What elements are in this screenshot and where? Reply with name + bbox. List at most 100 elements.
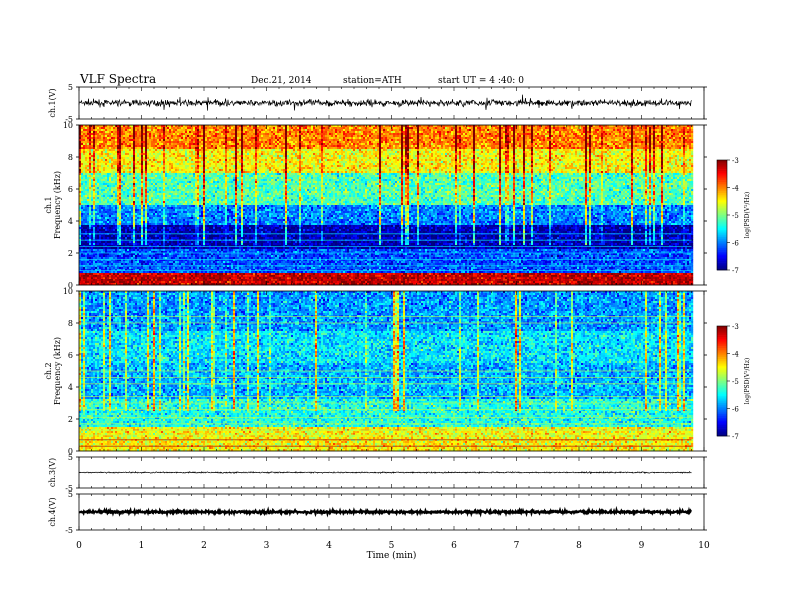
- ch1-spectrogram-cell: [107, 227, 109, 229]
- ch1-spectrogram-cell: [125, 191, 127, 193]
- ch1-spectrogram-cell: [81, 267, 83, 269]
- ch1-spectrogram-cell: [107, 127, 109, 129]
- ch1-spectrogram-cell: [85, 223, 87, 225]
- ch1-spectrogram-cell: [117, 159, 119, 161]
- ch1-spectrogram-cell: [107, 151, 109, 153]
- ch1-spectrogram-cell: [129, 225, 131, 227]
- ch1-spectrogram-cell: [81, 151, 83, 153]
- ch1-spectrogram-cell: [115, 167, 117, 169]
- ch1-spectrogram-cell: [93, 263, 95, 265]
- ch1-spectrogram-cell: [103, 177, 105, 179]
- ch1-spectrogram-cell: [93, 157, 95, 159]
- ch1-spectrogram-cell: [89, 205, 91, 207]
- ch1-spectrogram-cell: [103, 167, 105, 169]
- ch1-spectrogram-cell: [91, 157, 93, 159]
- ch1-spectrogram-cell: [113, 193, 115, 195]
- ch1-spectrogram-cell: [113, 219, 115, 221]
- ch1-spectrogram-cell: [123, 211, 125, 213]
- ch1-spectrogram-cell: [95, 267, 97, 269]
- ch1-spectrogram-cell: [85, 139, 87, 141]
- ch1-spectrogram-cell: [129, 177, 131, 179]
- ch1-spectrogram-cell: [83, 243, 85, 245]
- ch1-spectrogram-cell: [119, 187, 121, 189]
- ch1-spectrogram-cell: [121, 137, 123, 139]
- ch1-spectrogram-cell: [129, 241, 131, 243]
- ch1-spectrogram-cell: [105, 249, 107, 251]
- ch1-spectrogram-cell: [93, 131, 95, 133]
- ch1-spectrogram-cell: [83, 215, 85, 217]
- ch1-spectrogram-cell: [81, 159, 83, 161]
- ch1-spectrogram-cell: [103, 181, 105, 183]
- ch1-spectrogram-cell: [89, 263, 91, 265]
- ch1-spectrogram-cell: [91, 237, 93, 239]
- ch1-spectrogram-cell: [103, 173, 105, 175]
- ch1-spectrogram-cell: [85, 137, 87, 139]
- ch1-spectrogram-cell: [105, 143, 107, 145]
- ch1-spectrogram-cell: [93, 167, 95, 169]
- ch1-spectrogram-cell: [111, 243, 113, 245]
- ch1-spectrogram-cell: [119, 163, 121, 165]
- ch1-spectrogram-cell: [99, 157, 101, 159]
- ch1-spectrogram-cell: [89, 171, 91, 173]
- ch1-spectrogram-cell: [127, 149, 129, 151]
- ch1-spectrogram-cell: [101, 227, 103, 229]
- ch1-spectrogram-cell: [121, 273, 123, 275]
- ch1-spectrogram-cell: [119, 175, 121, 177]
- ch1-spectrogram-cell: [99, 173, 101, 175]
- ch1-spectrogram-cell: [117, 139, 119, 141]
- ch1-spectrogram-cell: [87, 171, 89, 173]
- ch1-spectrogram-cell: [111, 261, 113, 263]
- ch1-spectrogram-cell: [93, 145, 95, 147]
- ch1-spectrogram-cell: [91, 249, 93, 251]
- ch1-spectrogram-cell: [109, 177, 111, 179]
- ch1-spectrogram-cell: [127, 201, 129, 203]
- ch1-spectrogram-cell: [111, 179, 113, 181]
- ch1-spectrogram-cell: [105, 223, 107, 225]
- ch1-spectrogram-cell: [125, 225, 127, 227]
- ch1-spectrogram-cell: [127, 127, 129, 129]
- ch1-spectrogram-cell: [101, 243, 103, 245]
- ch1-spectrogram-cell: [131, 183, 133, 185]
- ch1-spectrogram-cell: [115, 225, 117, 227]
- ch1-spectrogram-cell: [85, 201, 87, 203]
- ch1-spectrogram-cell: [119, 243, 121, 245]
- ch1-spectrogram-cell: [85, 255, 87, 257]
- ch1-spectrogram-cell: [119, 153, 121, 155]
- ch1-spectrogram-cell: [125, 149, 127, 151]
- ch1-spectrogram-cell: [105, 211, 107, 213]
- ch1-spectrogram-cell: [109, 175, 111, 177]
- ch1-spectrogram-cell: [119, 193, 121, 195]
- ch1-spectrogram-cell: [131, 175, 133, 177]
- ch1-spectrogram-cell: [93, 153, 95, 155]
- ch1-spectrogram-cell: [119, 207, 121, 209]
- ch1-spectrogram-cell: [95, 177, 97, 179]
- ch1-spectrogram-cell: [119, 223, 121, 225]
- ch1-spectrogram-cell: [91, 131, 93, 133]
- ch1-spectrogram-cell: [111, 237, 113, 239]
- ch1-spectrogram-cell: [115, 237, 117, 239]
- ch1-spectrogram-cell: [81, 229, 83, 231]
- ch1-spectrogram-cell: [117, 189, 119, 191]
- ch1-spectrogram-cell: [97, 227, 99, 229]
- ch1-spectrogram-cell: [109, 191, 111, 193]
- ch1-spectrogram-cell: [125, 213, 127, 215]
- ch1-spectrogram-cell: [101, 165, 103, 167]
- ch1-spectrogram-cell: [131, 189, 133, 191]
- ch1-spectrogram-cell: [109, 237, 111, 239]
- ch1-spectrogram-cell: [115, 159, 117, 161]
- ch1-spectrogram-cell: [131, 139, 133, 141]
- ch1-spectrogram-cell: [89, 227, 91, 229]
- ch1-spectrogram-cell: [89, 231, 91, 233]
- ch1-spectrogram-cell: [83, 201, 85, 203]
- ch1-spectrogram-cell: [87, 173, 89, 175]
- ch1-spectrogram-cell: [83, 267, 85, 269]
- ch1-spectrogram-cell: [113, 181, 115, 183]
- ch1-spectrogram-cell: [81, 137, 83, 139]
- ch1-spectrogram-cell: [125, 171, 127, 173]
- ch1-spectrogram-cell: [91, 163, 93, 165]
- ch1-spectrogram-cell: [81, 193, 83, 195]
- ch1-spectrogram-cell: [81, 127, 83, 129]
- ch1-spectrogram-cell: [89, 223, 91, 225]
- ch1-spectrogram-cell: [85, 271, 87, 273]
- ch1-spectrogram-cell: [99, 163, 101, 165]
